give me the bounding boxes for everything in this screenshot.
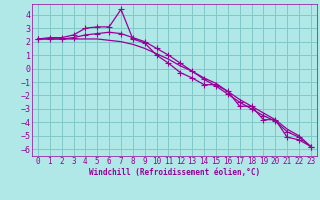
X-axis label: Windchill (Refroidissement éolien,°C): Windchill (Refroidissement éolien,°C) <box>89 168 260 177</box>
